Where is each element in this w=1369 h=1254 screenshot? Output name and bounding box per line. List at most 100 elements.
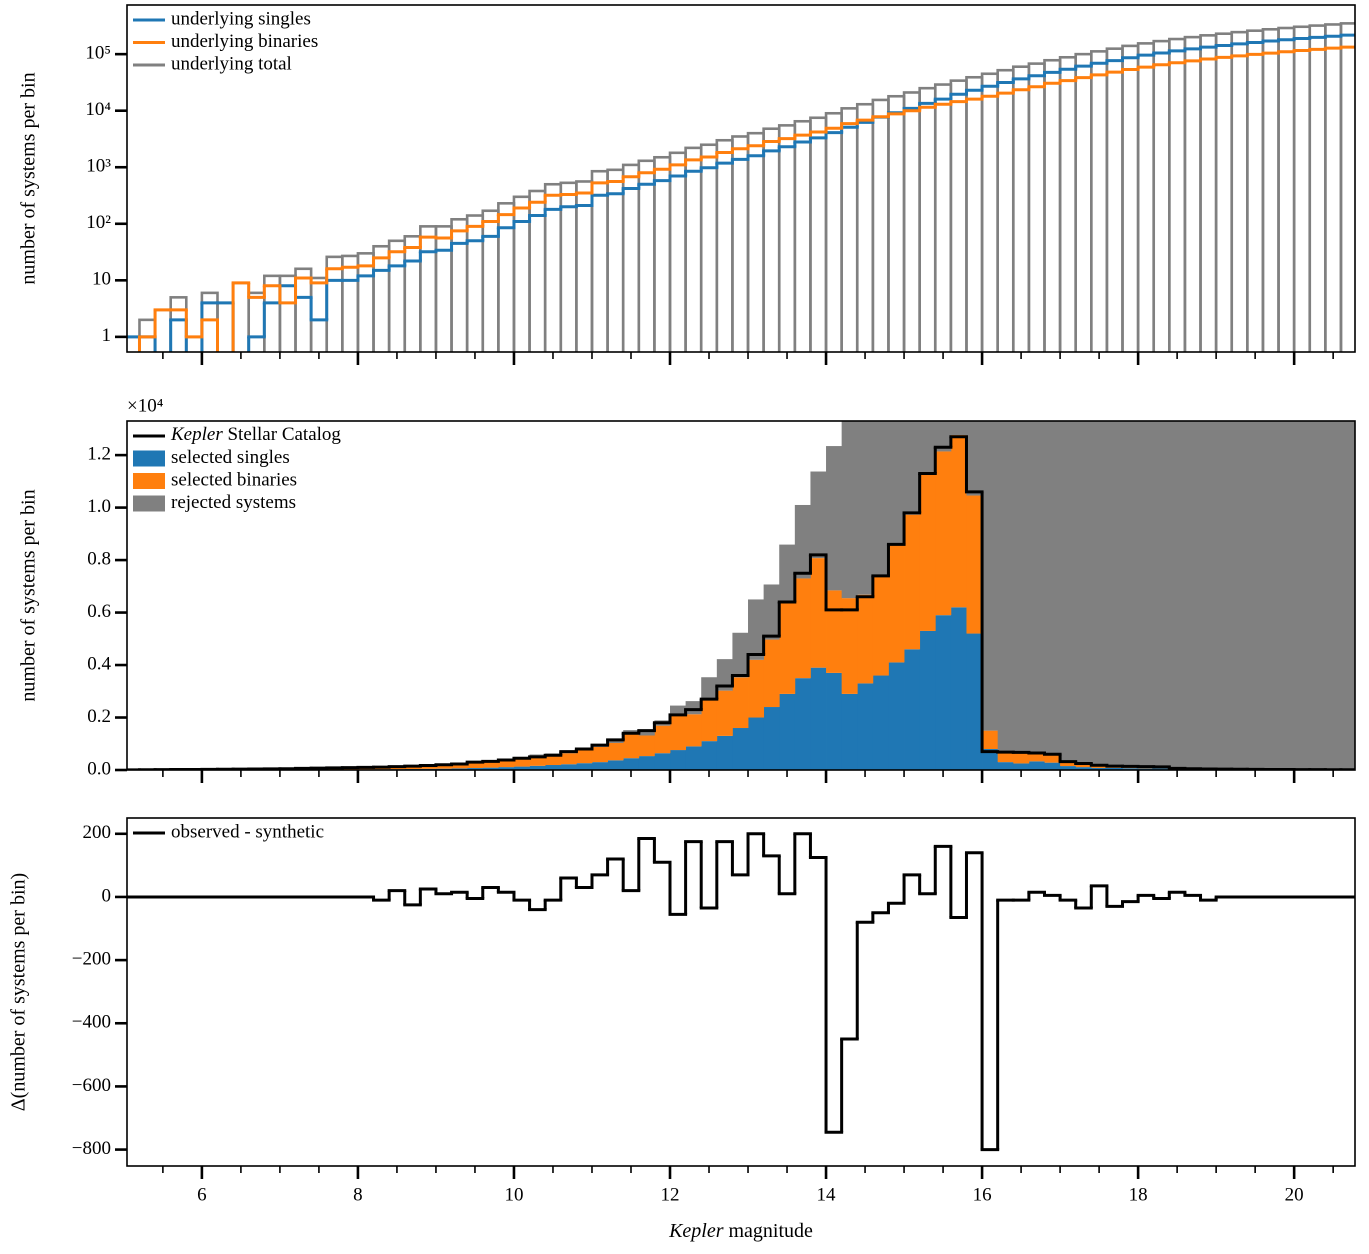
axes-frame [126, 817, 1356, 1167]
hist-bar [857, 683, 874, 770]
hist-bar [513, 757, 530, 767]
hist-bar [732, 677, 749, 729]
hist-bar [1091, 421, 1108, 767]
hist-bar [591, 762, 608, 770]
x-tick-label: 16 [973, 1184, 992, 1205]
hist-outline [918, 86, 937, 352]
hist-outline [840, 107, 859, 352]
hist-bar [904, 514, 921, 650]
hist-outline [1089, 50, 1109, 352]
hist-bar [560, 753, 577, 765]
hist-outline [887, 94, 906, 352]
hist-bar [888, 421, 905, 544]
y-axis-label: number of systems per bin [18, 72, 40, 284]
y-tick-label: 0.2 [87, 706, 111, 727]
plot-area [127, 22, 1355, 352]
hist-outline [1011, 65, 1031, 352]
hist-bar [1122, 768, 1139, 770]
hist-outline [949, 79, 968, 352]
hist-bar [950, 607, 967, 770]
hist-bar [545, 765, 562, 770]
hist-bar [748, 717, 765, 770]
hist-bar [779, 544, 796, 603]
hist-outline [1121, 44, 1140, 352]
hist-bar [1060, 421, 1077, 762]
y-tick-label: 200 [83, 822, 112, 843]
hist-outline [824, 111, 843, 352]
hist-bar [950, 435, 967, 608]
hist-bar [872, 675, 889, 770]
hist-bar [919, 421, 936, 474]
hist-bar [1138, 421, 1155, 767]
hist-bar [529, 765, 546, 770]
hist-bar [935, 421, 952, 452]
hist-bar [1262, 421, 1279, 770]
hist-bar [794, 678, 811, 770]
x-tick-label: 20 [1285, 1184, 1304, 1205]
legend-label: underlying singles [171, 8, 311, 29]
hist-outline [1261, 28, 1280, 352]
legend-label: Kepler Stellar Catalog [170, 424, 341, 445]
x-tick-label: 10 [504, 1184, 523, 1205]
hist-bar [1060, 761, 1077, 767]
hist-outline [153, 308, 172, 352]
y-tick-label: 0.4 [87, 653, 111, 674]
hist-bar [919, 630, 936, 770]
hist-bar [888, 662, 905, 770]
hist-bar [701, 741, 718, 770]
hist-bar [701, 698, 718, 742]
hist-outline [184, 335, 204, 352]
hist-bar [1106, 421, 1123, 766]
hist-bar [1325, 421, 1342, 770]
hist-bar [826, 446, 843, 591]
hist-bar [794, 578, 811, 679]
x-tick-label: 8 [353, 1184, 363, 1205]
hist-bar [1294, 421, 1311, 770]
hist-bar [810, 471, 827, 559]
hist-outline [793, 119, 812, 352]
hist-bar [607, 760, 624, 770]
hist-bar [732, 632, 749, 678]
hist-bar [1153, 421, 1170, 767]
hist-bar [1044, 421, 1061, 755]
hist-bar [1122, 421, 1139, 766]
hist-outline [1168, 37, 1187, 352]
hist-bar [1184, 421, 1201, 769]
hist-bar [716, 690, 733, 736]
hist-bar [685, 714, 702, 747]
hist-bar [670, 705, 687, 714]
hist-bar [513, 766, 530, 770]
hist-bar [748, 599, 765, 660]
hist-bar [919, 473, 936, 631]
hist-outline [278, 274, 297, 352]
axes-frame [126, 4, 1356, 353]
hist-bar [872, 574, 889, 676]
hist-bar [966, 633, 983, 770]
legend-label: rejected systems [171, 492, 296, 513]
hist-bar [982, 730, 999, 750]
legend-swatch [133, 450, 165, 467]
hist-outline [1246, 29, 1265, 352]
hist-bar [872, 421, 889, 575]
hist-bar [1340, 421, 1355, 770]
hist-bar [1028, 753, 1045, 762]
hist-outline [1183, 35, 1202, 352]
hist-outline [169, 296, 188, 352]
x-tick-label: 18 [1129, 1184, 1148, 1205]
hist-bar [701, 677, 718, 699]
hist-bar [435, 765, 452, 769]
hist-bar [763, 639, 780, 708]
legend: observed - synthetic [133, 821, 324, 842]
hist-bar [529, 755, 546, 766]
hist-bar [966, 495, 983, 634]
y-tick-label: 1 [102, 325, 112, 346]
hist-outline [387, 239, 407, 352]
hist-bar [560, 764, 577, 770]
hist-outline [1199, 34, 1218, 352]
plot-area [127, 832, 1355, 1152]
hist-outline [715, 138, 734, 352]
hist-outline [980, 72, 999, 352]
